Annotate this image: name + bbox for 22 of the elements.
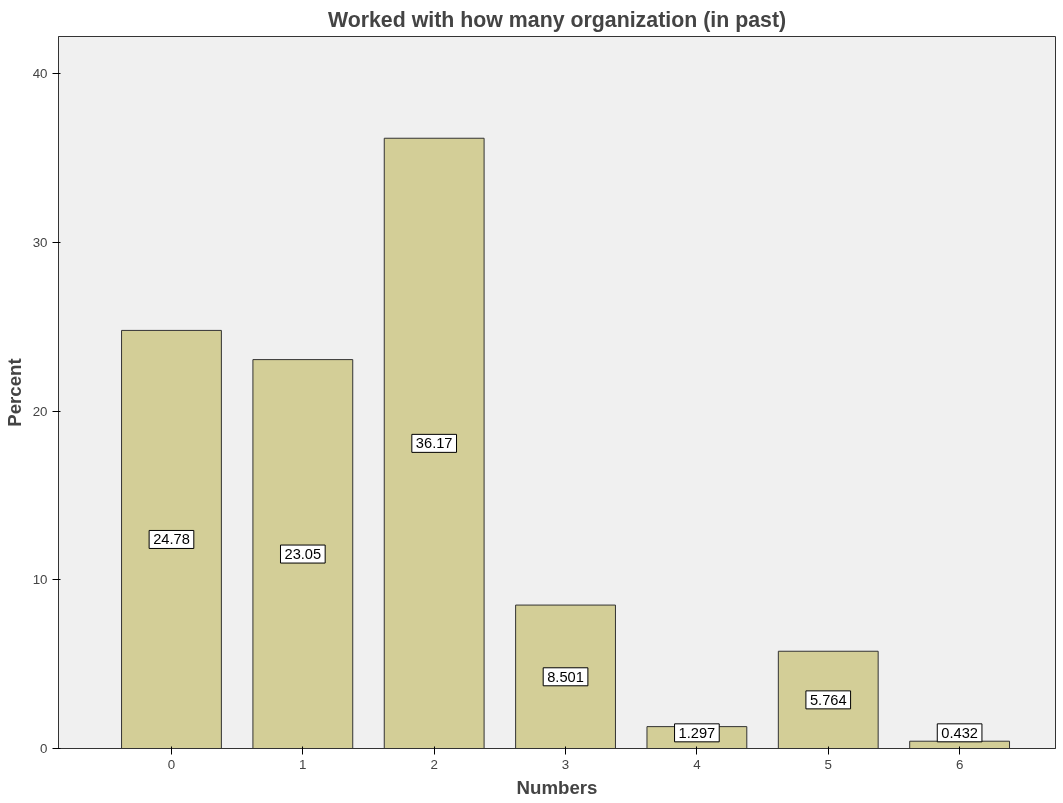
data-label: 5.764 bbox=[809, 691, 847, 708]
y-tick-label: 0 bbox=[40, 741, 48, 756]
x-tick-label: 4 bbox=[693, 756, 702, 772]
data-label: 8.501 bbox=[547, 668, 584, 685]
y-tick-label: 40 bbox=[32, 66, 48, 82]
data-label: 23.05 bbox=[284, 546, 322, 563]
x-axis-title: Numbers bbox=[516, 776, 598, 798]
x-tick-label: 2 bbox=[430, 756, 438, 772]
y-tick-label: 20 bbox=[32, 403, 48, 419]
y-tick-label: 10 bbox=[32, 572, 48, 588]
data-label: 24.78 bbox=[153, 531, 190, 548]
x-tick-label: 0 bbox=[167, 756, 176, 772]
data-label: 0.432 bbox=[941, 724, 978, 741]
chart-title: Worked with how many organization (in past) bbox=[327, 7, 787, 32]
x-tick-label: 3 bbox=[561, 756, 570, 772]
y-axis-title: Percent bbox=[3, 358, 25, 427]
x-tick-label: 5 bbox=[824, 756, 832, 772]
data-label: 36.17 bbox=[415, 435, 453, 452]
x-tick-label: 6 bbox=[955, 756, 964, 772]
y-tick-label: 30 bbox=[32, 234, 48, 250]
x-tick-label: 1 bbox=[299, 756, 307, 772]
data-label: 1.297 bbox=[678, 724, 716, 741]
